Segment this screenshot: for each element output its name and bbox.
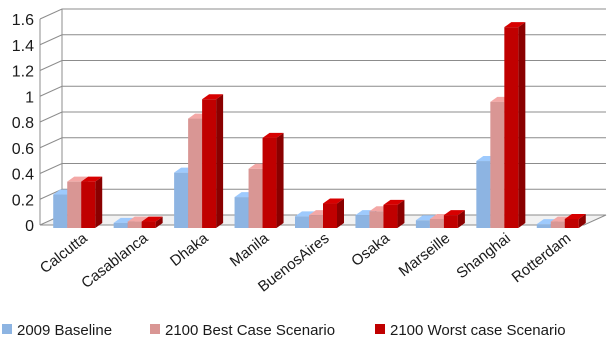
bar-side [578,213,586,228]
x-tick-label: Casablanca [78,229,151,292]
bar-front [429,218,444,228]
bar-front [67,181,82,228]
legend-label: 2009 Baseline [17,322,112,339]
y-tick-label: 1.4 [12,38,34,55]
y-tick-label: 1.2 [12,64,34,81]
x-tick-label: Rotterdam [509,230,575,287]
bar-front [369,211,384,228]
bar [323,198,344,228]
bar-front [248,168,263,228]
x-tick-label: Dhaka [167,229,212,269]
bar-top [113,217,135,223]
legend-item: 2100 Worst case Scenario [375,322,566,339]
bar-front [81,181,96,228]
bar [81,176,103,228]
bar-top [383,199,405,205]
legend-label: 2100 Best Case Scenario [165,322,335,339]
bar-front [476,161,491,228]
bar-front [383,204,398,228]
gridline [39,8,606,20]
y-axis: 0 0.2 0.4 0.6 0.8 1 1.2 1.4 1.6 [12,12,34,235]
bar-top [202,94,224,100]
legend-swatch [375,324,385,334]
gridline [39,60,606,71]
bar-front [188,118,203,228]
bar-front [309,215,323,228]
bar [202,94,224,228]
bar-front [443,215,458,228]
bar-front [202,99,217,228]
bar-side [95,176,103,228]
bar-front [355,215,370,228]
bar-top [81,176,103,182]
bar-front [323,203,337,228]
bar-side [397,199,405,228]
gridlines [39,8,606,200]
y-tick-label: 0 [25,218,34,235]
bar-front [504,27,519,229]
y-tick-label: 0.8 [12,115,34,132]
gridline [39,85,606,97]
gridline [39,163,606,174]
legend-item: 2100 Best Case Scenario [150,322,335,339]
x-tick-label: Manila [227,229,273,270]
bar-front [141,221,156,228]
bar-front [536,224,551,228]
bar-front [564,218,579,228]
y-tick-label: 0.2 [12,192,34,209]
x-tick-label: Marseille [396,230,454,280]
bar [443,210,465,228]
bar-top [443,210,465,216]
bar-side [276,132,284,228]
bar-top [262,132,284,138]
bar-side [518,22,526,229]
bar-front [174,172,189,228]
bar-front [550,221,565,228]
bar-front [127,221,142,228]
bar-front [295,216,309,228]
bar-front [234,197,249,228]
bar-top [564,213,586,219]
y-tick-label: 0.4 [12,167,34,184]
bar-front [490,101,505,228]
x-tick-label: Shanghai [453,230,513,282]
bar-front [415,220,430,228]
y-tick-label: 1.6 [12,12,34,29]
bar-side [216,94,224,228]
legend-swatch [2,324,12,334]
gridline [39,137,606,149]
bar-top [504,22,526,28]
legend-label: 2100 Worst case Scenario [390,322,566,339]
bar-front [113,222,128,228]
bar-top [323,198,344,204]
gridline [39,34,606,46]
bar-front [262,137,277,228]
y-tick-label: 1 [25,89,34,106]
bar [504,22,526,229]
x-tick-label: Calcutta [37,229,91,277]
x-tick-label: Osaka [348,229,393,269]
bar-side [155,216,163,228]
bars [53,22,586,229]
y-tick-label: 0.6 [12,141,34,158]
bar [141,216,163,228]
bar [383,199,405,228]
bar-front [53,194,68,228]
legend-item: 2009 Baseline [2,322,112,339]
bar [564,213,586,228]
bar-side [457,210,465,228]
bar-side [337,198,344,228]
bar-top [141,216,163,222]
legend: 2009 Baseline 2100 Best Case Scenario 2100… [2,322,566,339]
legend-swatch [150,324,160,334]
gridline [39,188,606,200]
bar [262,132,284,228]
gridline [39,111,606,123]
